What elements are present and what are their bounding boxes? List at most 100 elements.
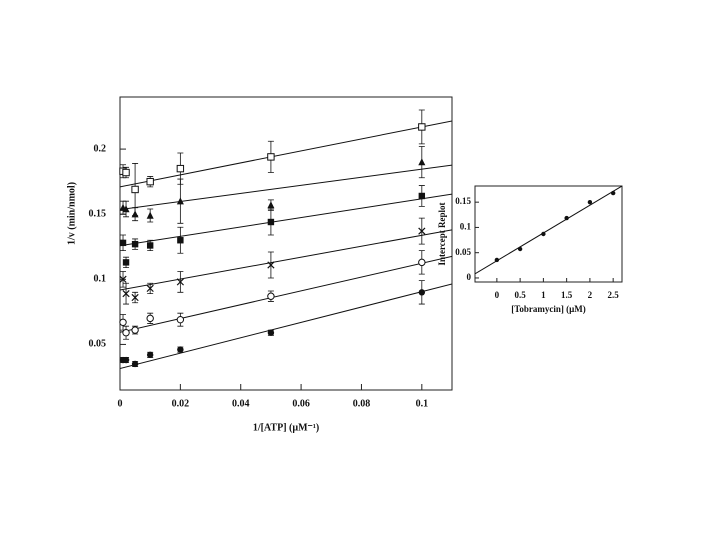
fit-line bbox=[475, 186, 622, 275]
x-axis-label: 1/[ATP] (µM⁻¹) bbox=[253, 422, 319, 433]
marker-shape bbox=[131, 185, 139, 194]
marker-shape bbox=[176, 164, 185, 173]
y-axis-label: Intercept Replot bbox=[437, 202, 447, 265]
data-point bbox=[131, 326, 139, 334]
marker-shape bbox=[131, 210, 139, 218]
y-tick-label: 0.1 bbox=[94, 274, 107, 285]
marker-shape bbox=[131, 326, 139, 334]
data-point bbox=[564, 215, 569, 221]
marker-shape bbox=[146, 351, 154, 359]
marker-shape bbox=[122, 168, 130, 177]
data-point bbox=[176, 164, 185, 173]
data-point bbox=[267, 218, 275, 226]
marker-shape bbox=[267, 329, 275, 336]
fit-line bbox=[120, 120, 452, 188]
data-point bbox=[119, 239, 127, 247]
data-point bbox=[119, 275, 127, 283]
marker-shape bbox=[418, 192, 426, 200]
data-point bbox=[146, 177, 154, 186]
data-point bbox=[177, 346, 184, 353]
marker-shape bbox=[146, 177, 154, 186]
data-point bbox=[418, 289, 426, 296]
data-point bbox=[176, 315, 185, 324]
marker-shape bbox=[131, 240, 139, 248]
x-tick-label: 2 bbox=[588, 290, 593, 300]
x-tick-label: 0.02 bbox=[172, 398, 190, 409]
plot-frame bbox=[119, 96, 453, 391]
marker-shape bbox=[418, 123, 426, 131]
marker-shape bbox=[418, 158, 426, 166]
x-tick-label: 2.5 bbox=[608, 290, 620, 300]
marker-shape bbox=[146, 284, 154, 293]
marker-shape bbox=[122, 205, 130, 213]
y-tick-label: 0.2 bbox=[94, 143, 107, 154]
x-tick-label: 0 bbox=[495, 290, 500, 300]
marker-shape bbox=[177, 237, 184, 244]
data-point bbox=[146, 211, 154, 219]
data-point bbox=[122, 259, 130, 266]
marker-shape bbox=[146, 314, 154, 323]
y-tick-label: 0.15 bbox=[89, 208, 107, 219]
marker-shape bbox=[267, 201, 275, 209]
x-tick-label: 0.08 bbox=[353, 398, 371, 409]
marker-shape bbox=[176, 315, 185, 324]
marker-shape bbox=[267, 261, 275, 269]
data-point bbox=[146, 284, 154, 293]
marker-shape bbox=[122, 329, 130, 337]
marker-shape bbox=[517, 246, 523, 252]
data-point bbox=[122, 205, 130, 213]
marker-shape bbox=[146, 242, 154, 249]
data-point bbox=[176, 278, 184, 286]
data-point bbox=[494, 257, 500, 263]
fit-line bbox=[120, 164, 452, 211]
fit-line bbox=[120, 229, 452, 291]
marker-shape bbox=[176, 278, 184, 286]
marker-shape bbox=[146, 211, 154, 219]
marker-shape bbox=[267, 292, 275, 300]
data-point bbox=[119, 318, 127, 326]
x-tick-label: 0.1 bbox=[416, 398, 429, 409]
x-tick-label: 1.5 bbox=[561, 290, 573, 300]
data-point bbox=[267, 329, 275, 336]
data-point bbox=[267, 261, 275, 269]
data-point bbox=[517, 246, 523, 252]
data-point bbox=[122, 290, 130, 298]
marker-shape bbox=[267, 153, 275, 161]
marker-shape bbox=[122, 290, 130, 298]
marker-shape bbox=[418, 258, 426, 267]
marker-shape bbox=[267, 218, 275, 226]
marker-shape bbox=[177, 346, 184, 353]
data-point bbox=[131, 185, 139, 194]
y-tick-label: 0.05 bbox=[89, 339, 107, 350]
data-point bbox=[122, 168, 130, 177]
data-point bbox=[146, 242, 154, 249]
data-point bbox=[541, 231, 546, 237]
data-point bbox=[131, 210, 139, 218]
marker-shape bbox=[564, 215, 569, 221]
data-point bbox=[267, 292, 275, 300]
fit-line bbox=[120, 255, 452, 333]
data-point bbox=[418, 158, 426, 166]
data-point bbox=[122, 356, 130, 364]
marker-shape bbox=[122, 356, 130, 364]
x-axis-label: [Tobramycin] (µM) bbox=[511, 304, 586, 314]
marker-shape bbox=[418, 227, 426, 235]
marker-shape bbox=[176, 197, 184, 205]
data-point bbox=[418, 227, 426, 235]
marker-shape bbox=[541, 231, 546, 237]
marker-shape bbox=[494, 257, 500, 263]
x-tick-label: 0.06 bbox=[292, 398, 310, 409]
marker-shape bbox=[131, 360, 139, 368]
data-point bbox=[418, 258, 426, 267]
marker-shape bbox=[610, 190, 616, 196]
fit-line bbox=[120, 283, 452, 369]
data-point bbox=[610, 190, 616, 196]
marker-shape bbox=[587, 199, 593, 205]
data-point bbox=[146, 351, 154, 359]
marker-shape bbox=[122, 259, 130, 266]
x-tick-label: 0 bbox=[118, 398, 123, 409]
x-tick-label: 1 bbox=[541, 290, 546, 300]
data-point bbox=[418, 123, 426, 131]
data-point bbox=[177, 237, 184, 244]
